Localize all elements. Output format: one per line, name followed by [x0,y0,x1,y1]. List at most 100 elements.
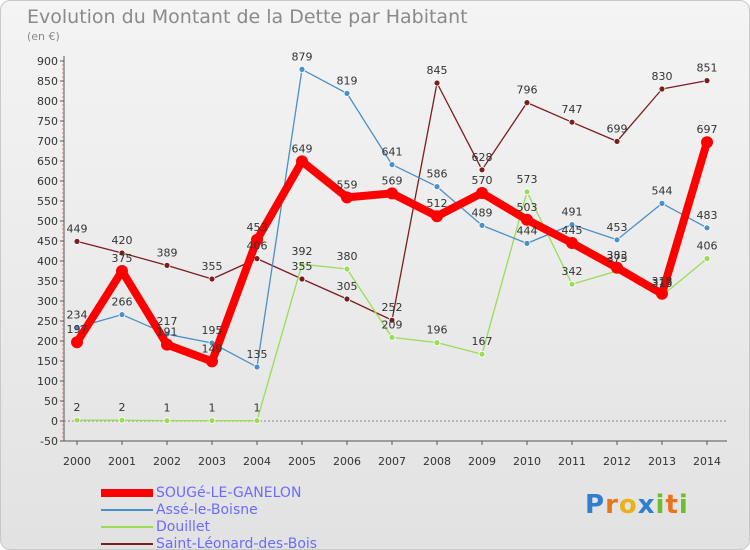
data-label: 544 [652,184,673,197]
data-point [253,417,261,425]
legend-item: Assé-le-Boisne [101,502,317,519]
data-label: 573 [517,173,538,186]
data-label: 406 [247,240,268,253]
logo-letter: o [618,490,638,520]
data-label: 380 [337,250,358,263]
data-label: 879 [292,50,313,63]
data-point [343,265,351,273]
data-label: 559 [337,178,358,191]
data-point [703,224,711,232]
data-point [163,261,171,269]
data-label: 355 [292,260,313,273]
data-label: 569 [382,174,403,187]
data-label: 570 [472,174,493,187]
data-point [523,99,531,106]
data-point [251,233,263,246]
data-label: 252 [382,301,403,314]
data-point [566,237,578,249]
data-point [73,237,81,245]
data-point [478,350,486,358]
logo-letter: i [678,490,689,520]
y-tick-label: 550 [37,195,58,208]
legend-label: Douillet [156,519,210,535]
data-label: 313 [652,277,673,290]
data-label: 512 [427,197,448,210]
data-point [116,265,128,277]
data-point [478,166,486,174]
x-tick-label: 2013 [648,455,676,468]
data-label: 445 [562,224,583,237]
data-label: 1 [254,402,261,415]
data-label: 2 [119,401,126,414]
x-tick-label: 2004 [243,455,271,468]
data-label: 453 [247,221,268,234]
y-tick-label: 200 [37,335,58,348]
data-label: 196 [427,324,448,337]
data-point [388,161,396,169]
data-label: 355 [202,260,223,273]
data-label: 266 [112,296,133,309]
x-tick-label: 2005 [288,455,316,468]
data-label: 318 [652,275,673,288]
data-point [296,155,308,168]
data-label: 830 [652,70,673,83]
x-tick-label: 2006 [333,455,361,468]
legend-swatch [101,543,153,545]
data-label: 747 [562,103,583,116]
logo-letter: x [637,490,656,520]
data-point [161,338,173,351]
data-point [613,236,621,244]
data-label: 305 [337,280,358,293]
data-label: 234 [67,308,88,321]
data-label: 819 [337,74,358,87]
data-label: 209 [382,318,403,331]
data-label: 503 [517,201,538,214]
data-label: 2 [74,401,81,414]
data-point [703,255,711,263]
data-point [118,311,126,319]
data-label: 453 [607,221,628,234]
y-tick-label: 850 [37,75,58,88]
data-point [206,355,218,368]
data-point [298,260,306,268]
data-point [73,323,81,331]
data-label: 489 [472,206,493,219]
data-point [73,416,81,424]
data-label: 697 [697,123,718,136]
legend-swatch [101,509,153,511]
data-label: 449 [67,222,88,235]
chart-axes: -50 0 50 100 150 200 250 300 350 400 450 500 550 600 6… [37,55,727,468]
data-point [208,417,216,425]
data-label: 1 [164,402,171,415]
x-tick-label: 2003 [198,455,226,468]
data-point [521,213,533,226]
x-tick-label: 2009 [468,455,496,468]
series-lines [71,66,713,425]
y-tick-label: 0 [51,415,58,428]
legend-item: Saint-Léonard-des-Bois [101,536,317,549]
x-tick-label: 2010 [513,455,541,468]
legend-swatch [101,489,153,497]
proxiti-logo: Proxiti [585,490,689,520]
data-label: 586 [427,168,448,181]
data-label: 195 [202,324,223,337]
legend-item: Douillet [101,519,317,536]
data-point [431,210,443,223]
data-point [388,333,396,341]
data-label: 845 [427,64,448,77]
data-point [343,90,351,97]
data-label: 375 [112,252,133,265]
y-tick-label: 600 [37,175,58,188]
data-label: 167 [472,335,493,348]
data-label: 191 [157,326,178,339]
y-tick-label: 500 [37,215,58,228]
data-point [611,261,623,274]
data-point [523,239,531,247]
data-label: 1 [209,402,216,415]
x-tick-label: 2011 [558,455,586,468]
data-point [343,295,351,303]
y-tick-label: 650 [37,155,58,168]
y-tick-label: -50 [40,435,58,448]
y-tick-label: 300 [37,295,58,308]
